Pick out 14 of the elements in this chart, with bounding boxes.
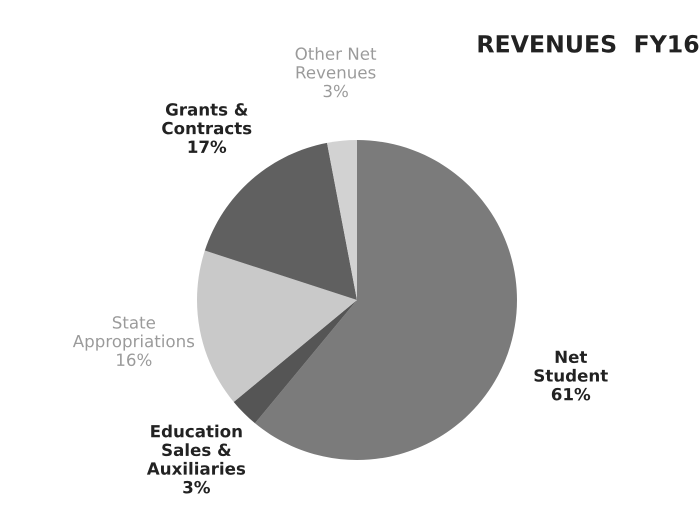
pie-slice [255, 140, 517, 460]
slice-label: Grants & Contracts [162, 103, 252, 134]
data-label: 3% [183, 480, 210, 494]
chart-title: REVENUES FY16 [478, 34, 698, 53]
data-label: 16% [117, 353, 152, 366]
slice-label: State Appropriations [72, 316, 194, 351]
data-label: 17% [188, 140, 226, 154]
data-label: 61% [552, 388, 590, 400]
slice-label: Education Sales & Auxiliaries [146, 424, 246, 475]
pie-slice [327, 140, 357, 300]
data-label: 3% [324, 84, 348, 98]
slice-label: Other Net Revenues [296, 47, 376, 79]
slice-label: Net Student [534, 350, 608, 382]
pie-slice [197, 250, 357, 402]
